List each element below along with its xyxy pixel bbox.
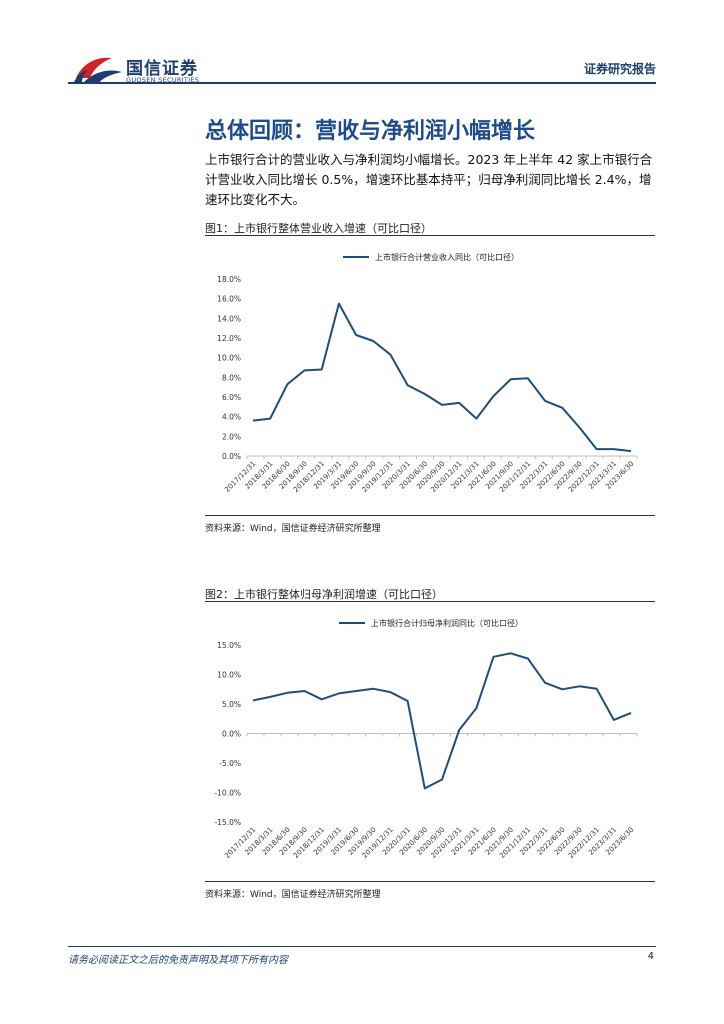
y-tick-label: 12.0% [217,334,241,343]
y-tick-label: 16.0% [217,295,241,304]
figure1-caption: 图1：上市银行整体营业收入增速（可比口径） [205,222,432,235]
footer-disclaimer: 请务必阅读正文之后的免责声明及其项下所有内容 [68,955,288,966]
figure2-bottom-rule [205,881,655,882]
legend-label: 上市银行合计营业收入同比（可比口径） [375,252,519,262]
net-profit-growth-chart: 上市银行合计归母净利润同比（可比口径） 15.0% 10.0% 5.0% 0.0% -5.… [214,618,638,860]
y-tick-label: -10.0% [214,789,241,798]
y-tick-label: -5.0% [219,759,241,768]
y-tick-label: 18.0% [217,275,241,284]
guosen-logo-mark-icon [74,57,122,84]
y-tick-label: 6.0% [222,393,241,402]
y-tick-label: 4.0% [222,413,241,422]
figure2-caption: 图2：上市银行整体归母净利润增速（可比口径） [205,588,443,601]
y-tick-label: 8.0% [222,373,241,382]
series-line [252,652,632,790]
figure1-top-rule [205,235,655,236]
page-number: 4 [647,951,654,962]
revenue-growth-chart: 上市银行合计营业收入同比（可比口径） 18.0% 16.0% 14.0% 12.0% 10… [217,252,638,494]
figure2-source: 资料来源：Wind，国信证券经济研究所整理 [205,890,381,900]
legend-label: 上市银行合计归母净利润同比（可比口径） [371,618,523,628]
logo-english-name: GUOSEN SECURITIES [126,76,200,84]
footer-divider [68,946,656,947]
figure2-top-rule [205,601,655,602]
logo-chinese-name: 国信证券 [126,59,198,79]
series-line [252,302,632,453]
figure2-chart: 上市银行合计归母净利润同比（可比口径） 15.0% 10.0% 5.0% 0.0% -5.… [205,606,655,878]
y-tick-label: 10.0% [217,354,241,363]
y-tick-label: 2.0% [222,432,241,441]
header-divider [68,82,656,84]
y-tick-label: 10.0% [217,671,241,680]
y-tick-label: 5.0% [222,700,241,709]
section-title: 总体回顾：营收与净利润小幅增长 [205,119,536,144]
y-tick-label: 0.0% [222,452,241,461]
figure1-bottom-rule [205,515,655,516]
y-tick-label: 15.0% [217,641,241,650]
figure1-source: 资料来源：Wind，国信证券经济研究所整理 [205,524,381,534]
guosen-logo: 国信证券 GUOSEN SECURITIES [72,52,202,88]
y-tick-label: -15.0% [214,818,241,827]
figure1-chart: 上市银行合计营业收入同比（可比口径） 18.0% 16.0% 14.0% 12.0% 10… [205,240,655,512]
report-type-label: 证券研究报告 [583,62,656,76]
y-tick-label: 14.0% [217,314,241,323]
body-paragraph: 上市银行合计的营业收入与净利润均小幅增长。2023 年上半年 42 家上市银行合… [205,152,653,207]
y-tick-label: 0.0% [222,730,241,739]
